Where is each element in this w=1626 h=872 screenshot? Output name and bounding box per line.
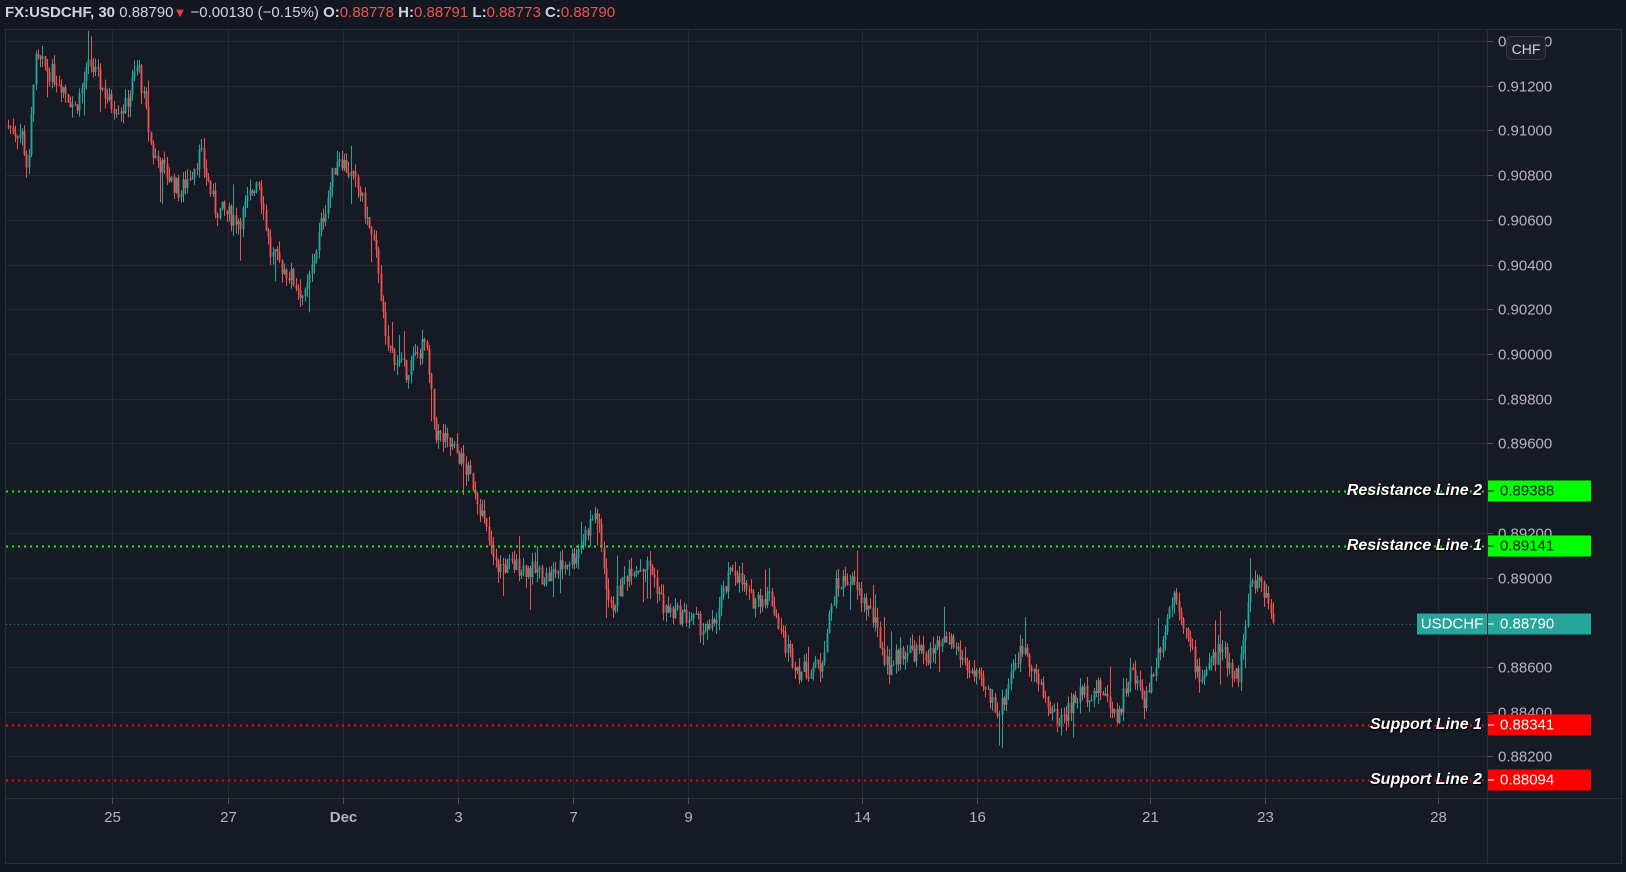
svg-text:0.91200: 0.91200	[1498, 79, 1552, 96]
last-price: 0.88790	[119, 4, 174, 21]
svg-text:0.89000: 0.89000	[1498, 571, 1552, 588]
svg-text:21: 21	[1142, 809, 1159, 826]
currency-badge[interactable]: CHF	[1506, 36, 1546, 60]
price-change: −0.00130 (−0.15%)	[190, 4, 319, 21]
price-axis[interactable]: 0.914000.912000.910000.908000.906000.904…	[1487, 34, 1552, 766]
resistance-line-2-label: Resistance Line 2	[1346, 481, 1482, 499]
svg-text:25: 25	[104, 809, 121, 826]
support-line-2-price-tag: 0.88094	[1488, 769, 1591, 791]
svg-text:Dec: Dec	[330, 809, 358, 826]
low-label: L:	[472, 4, 487, 21]
resistance-line-1-price-tag: 0.89141	[1488, 535, 1591, 557]
svg-text:0.90800: 0.90800	[1498, 168, 1552, 185]
svg-text:7: 7	[569, 809, 577, 826]
support-line-1-price-tag: 0.88341	[1488, 714, 1591, 736]
svg-text:0.90400: 0.90400	[1498, 258, 1552, 275]
horizontal-lines[interactable]	[6, 490, 1487, 782]
time-axis[interactable]: 25 27 Dec 3 7 9 14 16 21 23 28	[104, 798, 1447, 826]
high-value: 0.88791	[414, 4, 469, 21]
svg-text:14: 14	[854, 809, 871, 826]
svg-text:23: 23	[1257, 809, 1274, 826]
resistance-line-2-price-tag: 0.89388	[1488, 480, 1591, 502]
last-price-tag: 0.88790	[1488, 613, 1591, 635]
svg-text:0.88200: 0.88200	[1498, 749, 1552, 766]
support-line-1-label: Support Line 1	[1370, 715, 1482, 733]
grid-lines	[6, 30, 1621, 863]
svg-text:0.89800: 0.89800	[1498, 392, 1552, 409]
svg-text:28: 28	[1430, 809, 1447, 826]
candles	[7, 31, 1275, 748]
svg-text:9: 9	[684, 809, 692, 826]
svg-text:3: 3	[454, 809, 462, 826]
symbol-name[interactable]: FX:USDCHF, 30	[5, 4, 116, 21]
open-value: 0.88778	[339, 4, 394, 21]
svg-text:27: 27	[220, 809, 237, 826]
svg-text:0.90200: 0.90200	[1498, 302, 1552, 319]
symbol-price-label: USDCHF	[1417, 613, 1487, 635]
low-value: 0.88773	[486, 4, 541, 21]
svg-text:0.90000: 0.90000	[1498, 347, 1552, 364]
svg-text:16: 16	[969, 809, 986, 826]
resistance-line-1-label: Resistance Line 1	[1346, 536, 1482, 554]
support-line-2-label: Support Line 2	[1370, 770, 1482, 788]
close-label: C:	[544, 4, 561, 21]
svg-text:0.89600: 0.89600	[1498, 436, 1552, 453]
svg-text:0.90600: 0.90600	[1498, 213, 1552, 230]
open-label: O:	[323, 4, 340, 21]
svg-text:0.91000: 0.91000	[1498, 123, 1552, 140]
close-value: 0.88790	[560, 4, 616, 21]
symbol-legend: FX:USDCHF, 30 0.88790▼ −0.00130 (−0.15%)…	[5, 3, 615, 23]
svg-text:0.88600: 0.88600	[1498, 660, 1552, 677]
high-label: H:	[398, 4, 414, 21]
chart-pane[interactable]	[5, 29, 1622, 864]
down-arrow-icon: ▼	[173, 5, 187, 20]
